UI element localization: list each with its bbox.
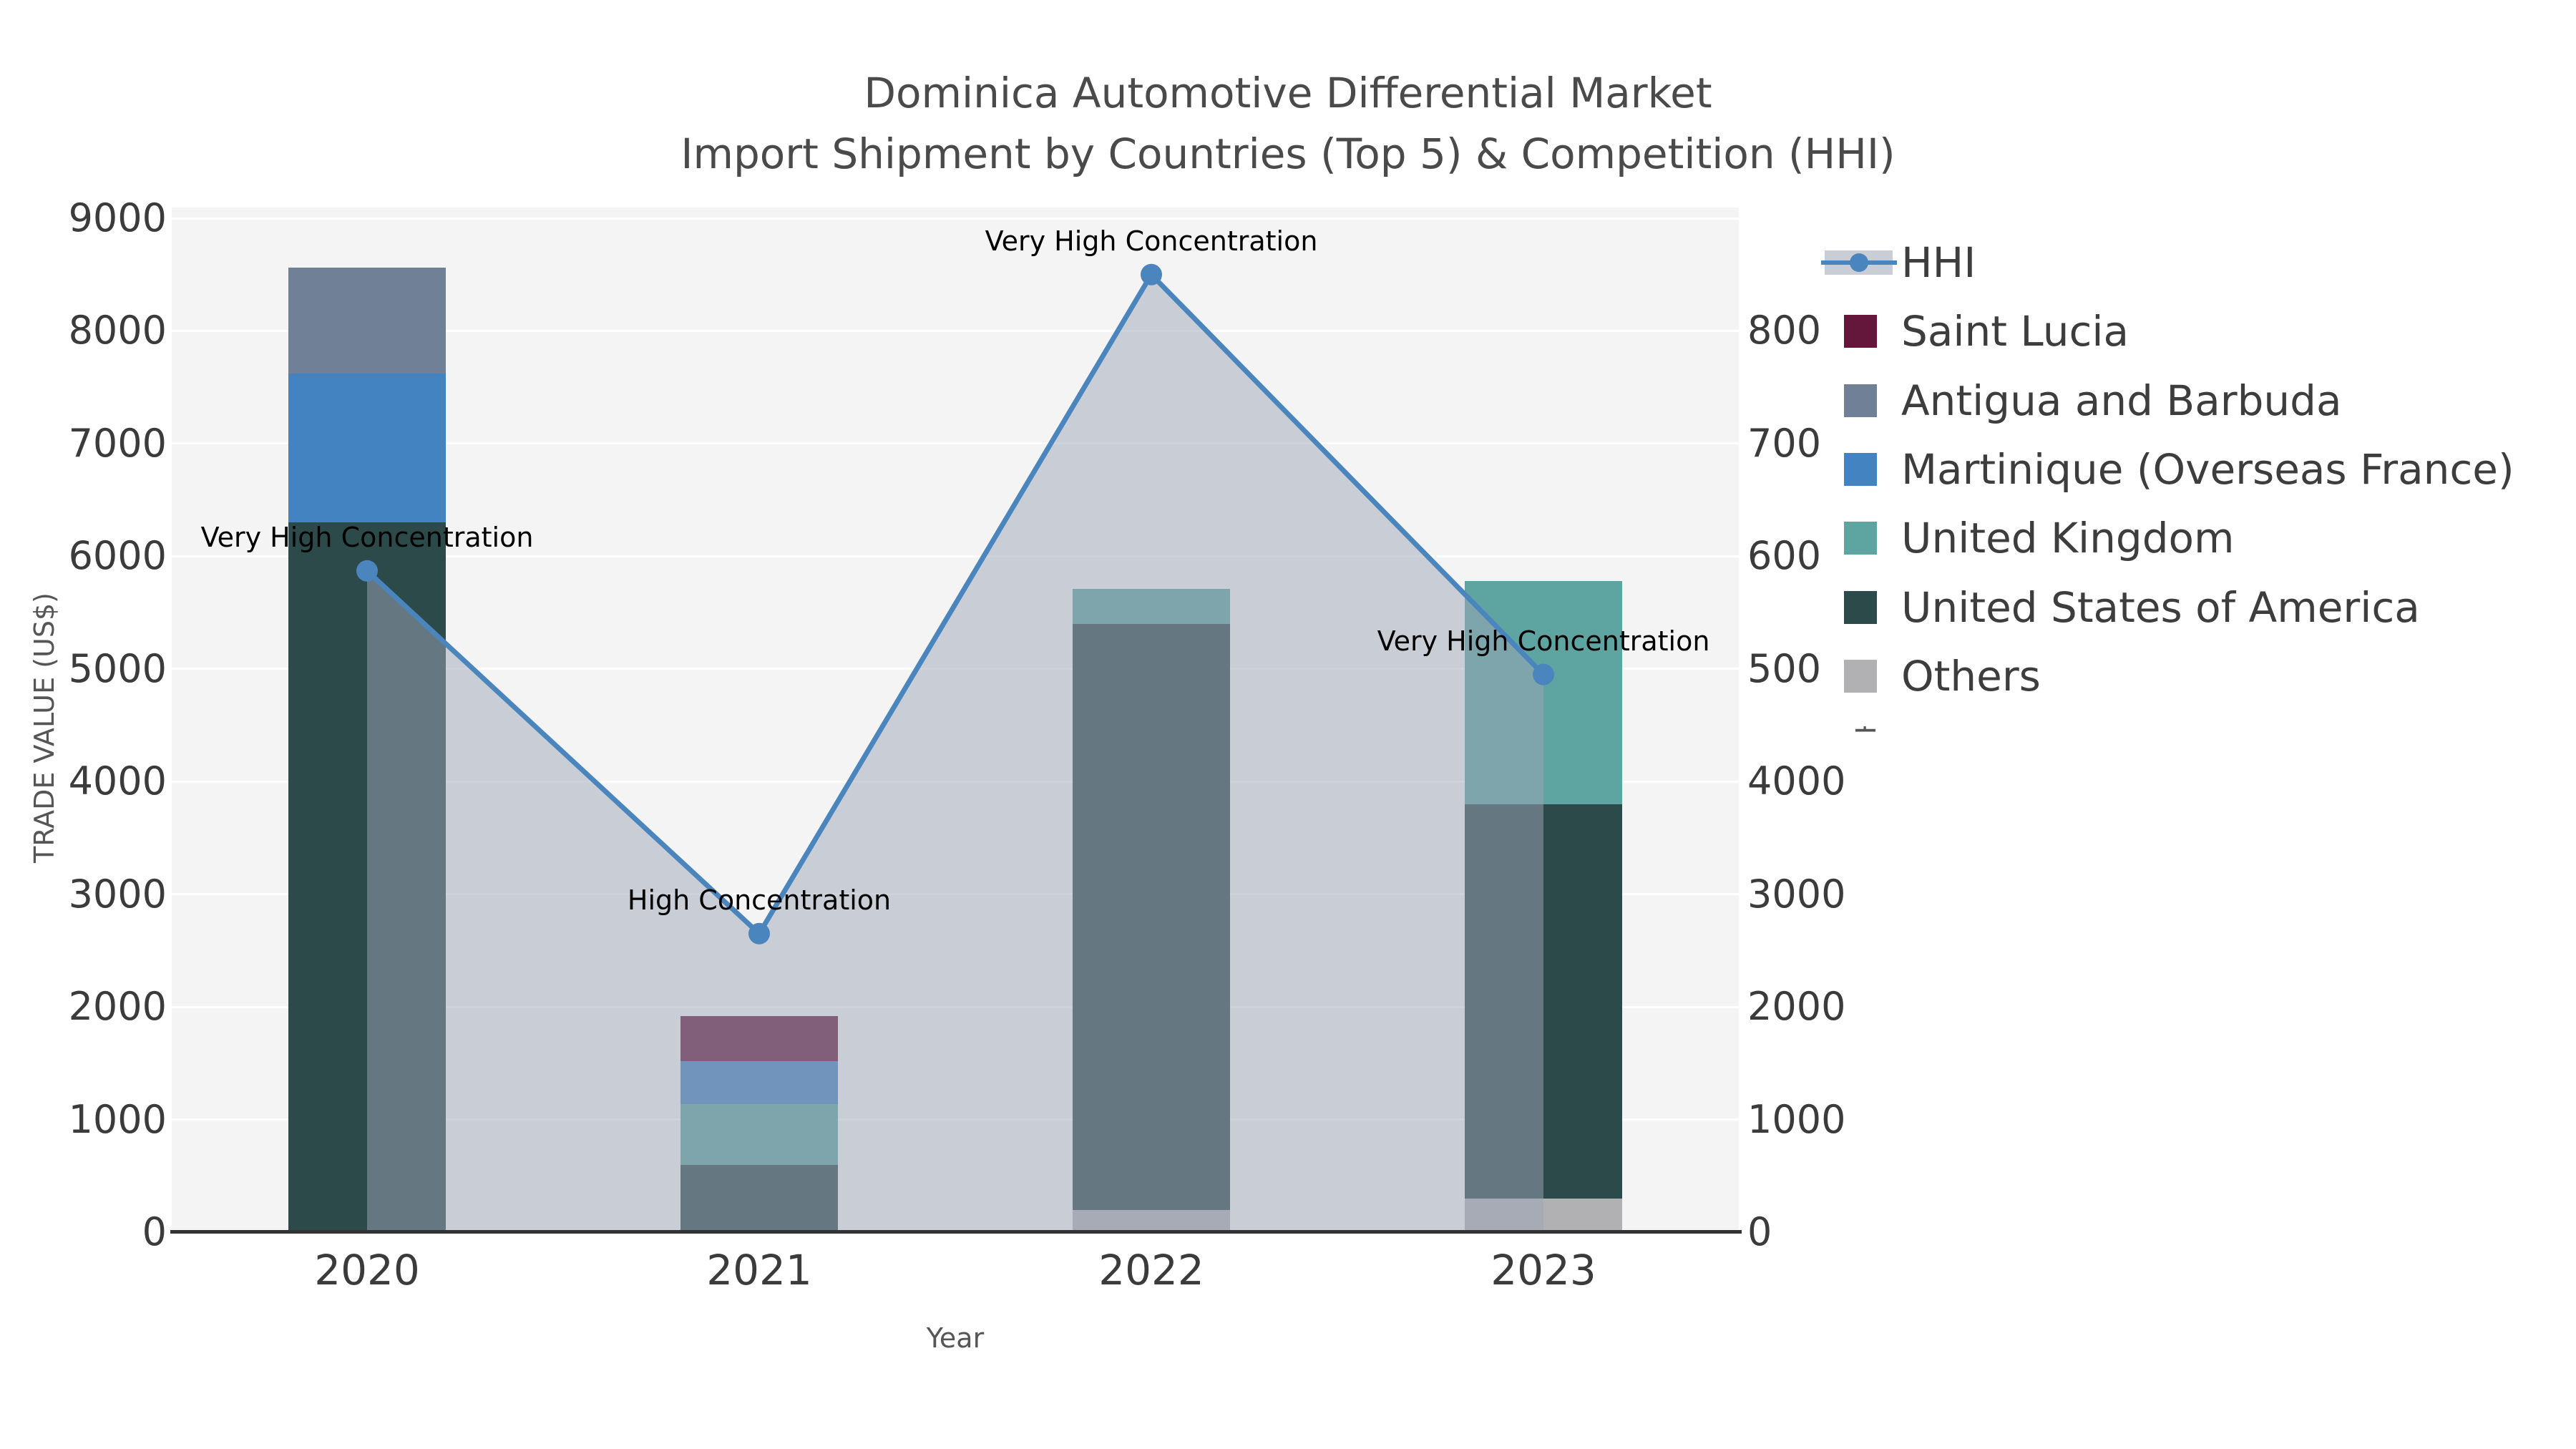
x-axis-spine	[170, 1230, 1742, 1234]
right-tick-1000: 1000	[1747, 1096, 1846, 1142]
left-tick-8000: 8000	[68, 308, 167, 353]
color-swatch	[1844, 522, 1877, 555]
annotation-2020: Very High Concentration	[200, 521, 534, 553]
x-tick-2022: 2022	[1098, 1246, 1204, 1294]
legend-label: United States of America	[1901, 582, 2420, 632]
left-tick-2000: 2000	[68, 984, 167, 1030]
left-tick-4000: 4000	[68, 758, 167, 804]
hhi-marker-2022	[1141, 263, 1162, 286]
right-tick-3000: 3000	[1747, 871, 1846, 917]
x-tick-2023: 2023	[1491, 1246, 1596, 1294]
hhi-line-sample-icon	[1821, 241, 1901, 284]
right-tick-0: 0	[1747, 1209, 1772, 1254]
legend-item-hhi: HHI	[1821, 241, 2544, 284]
legend-swatch-icon	[1821, 310, 1901, 353]
legend-swatch-icon	[1821, 586, 1901, 629]
legend-item-antigua-and-barbuda: Antigua and Barbuda	[1821, 379, 2544, 422]
color-swatch	[1844, 315, 1877, 348]
legend-swatch-icon	[1821, 448, 1901, 491]
chart-title-line-1: Dominica Automotive Differential Market	[864, 69, 1712, 117]
gridline	[172, 442, 1739, 445]
x-axis-title: Year	[926, 1322, 985, 1354]
legend-swatch-icon	[1821, 655, 1901, 698]
hhi-marker-2020	[356, 560, 378, 582]
hhi-area-fill	[367, 274, 1543, 1233]
left-tick-5000: 5000	[68, 645, 167, 691]
color-swatch	[1844, 452, 1877, 486]
x-tick-2021: 2021	[706, 1246, 812, 1294]
gridline	[172, 329, 1739, 332]
left-tick-3000: 3000	[68, 871, 167, 917]
left-tick-6000: 6000	[68, 533, 167, 579]
left-tick-9000: 9000	[68, 195, 167, 240]
hhi-line	[365, 272, 1546, 937]
legend-item-united-kingdom: United Kingdom	[1821, 517, 2544, 560]
annotation-2021: High Concentration	[627, 884, 892, 916]
legend-swatch-icon	[1821, 379, 1901, 422]
right-tick-2000: 2000	[1747, 984, 1846, 1030]
bar-segment-2020-antigua-and-barbuda	[288, 268, 446, 374]
hhi-marker-2021	[748, 922, 770, 945]
annotation-2022: Very High Concentration	[985, 225, 1318, 257]
gridline	[172, 217, 1739, 220]
color-swatch	[1844, 384, 1877, 417]
legend: HHI Saint Lucia Antigua and Barbuda Martini…	[1821, 225, 2544, 726]
legend-item-martinique-overseas-france-: Martinique (Overseas France)	[1821, 448, 2544, 491]
color-swatch	[1844, 590, 1877, 624]
legend-label: Martinique (Overseas France)	[1901, 444, 2514, 494]
x-tick-2020: 2020	[314, 1246, 420, 1294]
legend-label: Antigua and Barbuda	[1901, 376, 2342, 425]
legend-item-united-states-of-america: United States of America	[1821, 586, 2544, 629]
legend-label: Others	[1901, 651, 2041, 701]
color-swatch	[1844, 659, 1877, 693]
left-tick-0: 0	[142, 1209, 167, 1254]
left-tick-7000: 7000	[68, 420, 167, 466]
gridline	[172, 555, 1739, 557]
left-tick-1000: 1000	[68, 1096, 167, 1142]
legend-label: Saint Lucia	[1901, 307, 2129, 356]
bar-segment-2020-martinique-overseas-france-	[288, 374, 446, 523]
legend-label: HHI	[1901, 238, 1976, 287]
legend-item-others: Others	[1821, 655, 2544, 698]
legend-item-saint-lucia: Saint Lucia	[1821, 310, 2544, 353]
hhi-marker-glyph	[1850, 253, 1868, 272]
legend-swatch-icon	[1821, 517, 1901, 560]
legend-label: United Kingdom	[1901, 514, 2235, 563]
right-tick-4000: 4000	[1747, 758, 1846, 804]
hhi-marker-2023	[1533, 663, 1554, 686]
annotation-2023: Very High Concentration	[1377, 625, 1710, 657]
chart-title-line-2: Import Shipment by Countries (Top 5) & C…	[680, 130, 1896, 178]
